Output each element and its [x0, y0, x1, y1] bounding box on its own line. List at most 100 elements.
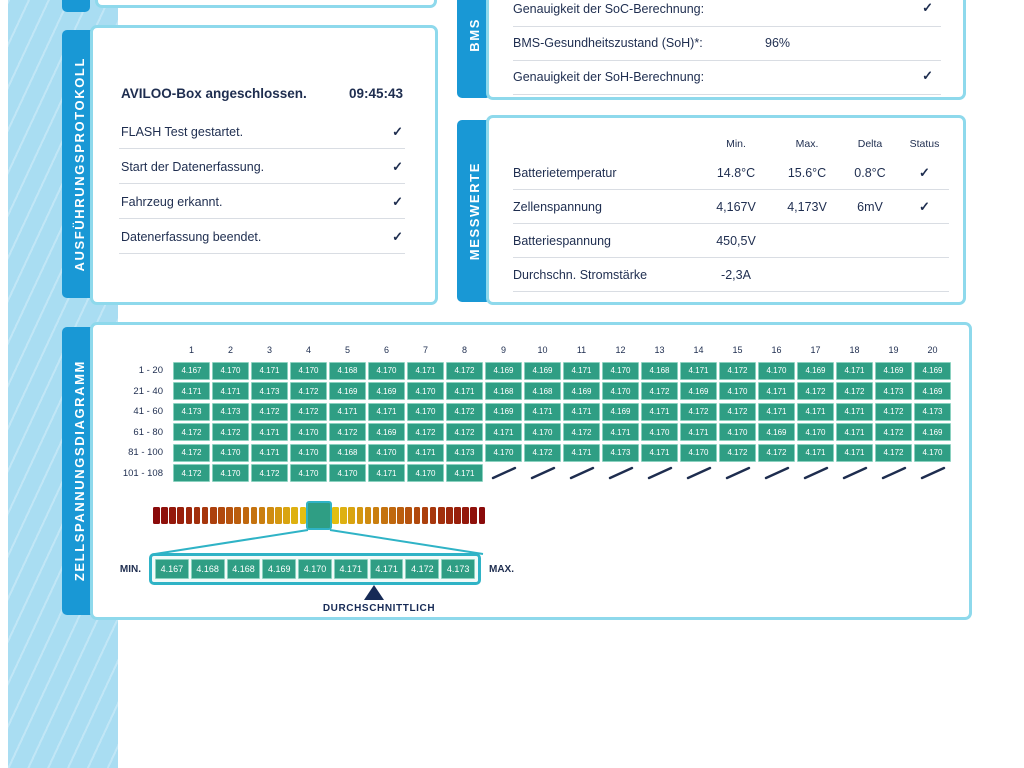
cell-voltage: 4.169 [758, 423, 795, 441]
no-cell-slash-icon [836, 464, 873, 482]
cell-voltage: 4.171 [524, 402, 561, 421]
cell-voltage: 4.172 [329, 423, 366, 441]
no-cell-slash-icon [641, 464, 678, 482]
cell-voltage: 4.170 [680, 443, 717, 462]
color-scale-segment [185, 507, 193, 524]
cell-voltage: 4.169 [914, 382, 951, 400]
grid-col-header: 18 [849, 345, 860, 355]
no-cell-slash-icon [797, 464, 834, 482]
cell-voltage: 4.173 [914, 402, 951, 421]
cell-voltage: 4.172 [797, 382, 834, 400]
cell-voltage: 4.169 [329, 382, 366, 400]
grid-row-label: 81 - 100 [128, 447, 163, 458]
no-cell-slash-icon [524, 464, 561, 482]
max-label: MAX. [489, 563, 514, 575]
cell-voltage: 4.172 [446, 361, 483, 380]
messwerte-header-row: Min. Max. Delta Status [513, 132, 949, 156]
cell-voltage: 4.171 [563, 361, 600, 380]
color-scale-segment [405, 507, 412, 524]
protocol-row-time: 09:45:43 [348, 86, 403, 101]
messwerte-delta: 6mV [857, 199, 883, 214]
cell-voltage: 4.172 [875, 402, 912, 421]
color-scale-segment [421, 507, 429, 524]
cell-voltage: 4.170 [212, 361, 249, 380]
grid-row-label: 101 - 108 [122, 467, 163, 479]
color-scale-segment [397, 507, 404, 524]
messwerte-max: 15.6°C [787, 165, 827, 180]
color-scale-segment [161, 507, 168, 524]
messwerte-max: 4,173V [787, 199, 827, 214]
cell-voltage: 4.172 [173, 464, 210, 482]
grid-col-header: 4 [305, 345, 311, 355]
cell-voltage: 4.173 [602, 443, 639, 462]
cell-voltage: 4.171 [212, 382, 249, 400]
cell-voltage: 4.169 [524, 361, 561, 380]
color-scale-segment [258, 507, 266, 524]
messwerte-row-label: Batteriespannung [513, 233, 611, 248]
panel-bms: Genauigkeit der SoC-Berechnung: ✓ BMS-Gesu… [486, 0, 966, 100]
messwerte-min: 450,5V [716, 233, 756, 248]
cell-voltage: 4.170 [485, 443, 522, 462]
cell-voltage: 4.170 [407, 464, 444, 482]
messwerte-table: Min. Max. Delta Status Batterietemperatur 14.… [513, 132, 949, 292]
color-scale-segment [478, 507, 486, 524]
protocol-row: AVILOO-Box angeschlossen. 09:45:43 [119, 86, 405, 114]
color-scale-segment [169, 507, 176, 524]
color-scale-segment [462, 507, 469, 524]
check-icon: ✓ [392, 159, 403, 174]
zoom-cell-voltage: 4.172 [405, 559, 440, 579]
protocol-row: Fahrzeug erkannt. ✓ [119, 184, 405, 219]
cell-voltage: 4.172 [446, 423, 483, 441]
color-scale-segment [209, 507, 217, 524]
color-scale-segment [372, 507, 380, 524]
grid-col-header: 6 [383, 345, 389, 355]
bms-row-label: Genauigkeit der SoC-Berechnung: [513, 2, 705, 16]
color-scale-segment [291, 507, 299, 524]
cell-voltage: 4.171 [329, 402, 366, 421]
protocol-row-label: Start der Datenerfassung. [121, 160, 265, 174]
cell-voltage: 4.168 [485, 382, 522, 400]
messwerte-header: Max. [795, 138, 819, 150]
grid-col-header: 3 [266, 345, 272, 355]
cell-voltage: 4.171 [407, 443, 444, 462]
bms-row-label: Genauigkeit der SoH-Berechnung: [513, 70, 705, 84]
tab-label: AUSFÜHRUNGSPROTOKOLL [71, 56, 87, 272]
color-scale-segment [364, 507, 372, 524]
cell-voltage: 4.172 [173, 423, 210, 441]
color-scale-segment [250, 507, 258, 524]
zoom-cell-voltage: 4.170 [298, 559, 332, 579]
color-scale-segment [332, 507, 339, 524]
messwerte-min: 14.8°C [716, 165, 756, 180]
cell-voltage: 4.171 [602, 423, 639, 441]
cell-voltage: 4.171 [173, 382, 210, 400]
cell-voltage: 4.171 [563, 443, 600, 462]
color-scale-segment [413, 507, 421, 524]
bms-row-label: BMS-Gesundheitszustand (SoH)*: [513, 36, 703, 50]
color-scale-segment [446, 507, 453, 524]
cell-voltage: 4.169 [368, 423, 405, 441]
cell-voltage: 4.171 [251, 423, 288, 441]
zoom-cell-voltage: 4.173 [441, 559, 476, 579]
color-scale-segment [454, 507, 461, 524]
cell-voltage: 4.172 [719, 443, 756, 462]
color-scale-segment [348, 507, 356, 524]
grid-col-header: 7 [422, 345, 428, 355]
check-icon: ✓ [919, 198, 930, 214]
grid-col-header: 2 [227, 345, 233, 355]
tab-bms: BMS [457, 0, 491, 98]
magnifier-callout-lines [154, 529, 484, 555]
color-scale-segment [234, 507, 242, 524]
cell-voltage: 4.168 [524, 382, 561, 400]
protocol-row: Start der Datenerfassung. ✓ [119, 149, 405, 184]
panel-ausfuehrungsprotokoll: AVILOO-Box angeschlossen. 09:45:43 FLASH T… [90, 25, 438, 305]
cell-voltage: 4.170 [407, 402, 444, 421]
color-scale-segment [177, 507, 185, 524]
no-cell-slash-icon [485, 464, 522, 482]
cell-voltage: 4.172 [875, 443, 912, 462]
messwerte-row-label: Zellenspannung [513, 199, 602, 214]
cell-voltage: 4.171 [251, 361, 288, 380]
messwerte-row-label: Batterietemperatur [513, 165, 617, 180]
cell-voltage: 4.170 [329, 464, 366, 482]
grid-col-header: 15 [732, 345, 743, 355]
